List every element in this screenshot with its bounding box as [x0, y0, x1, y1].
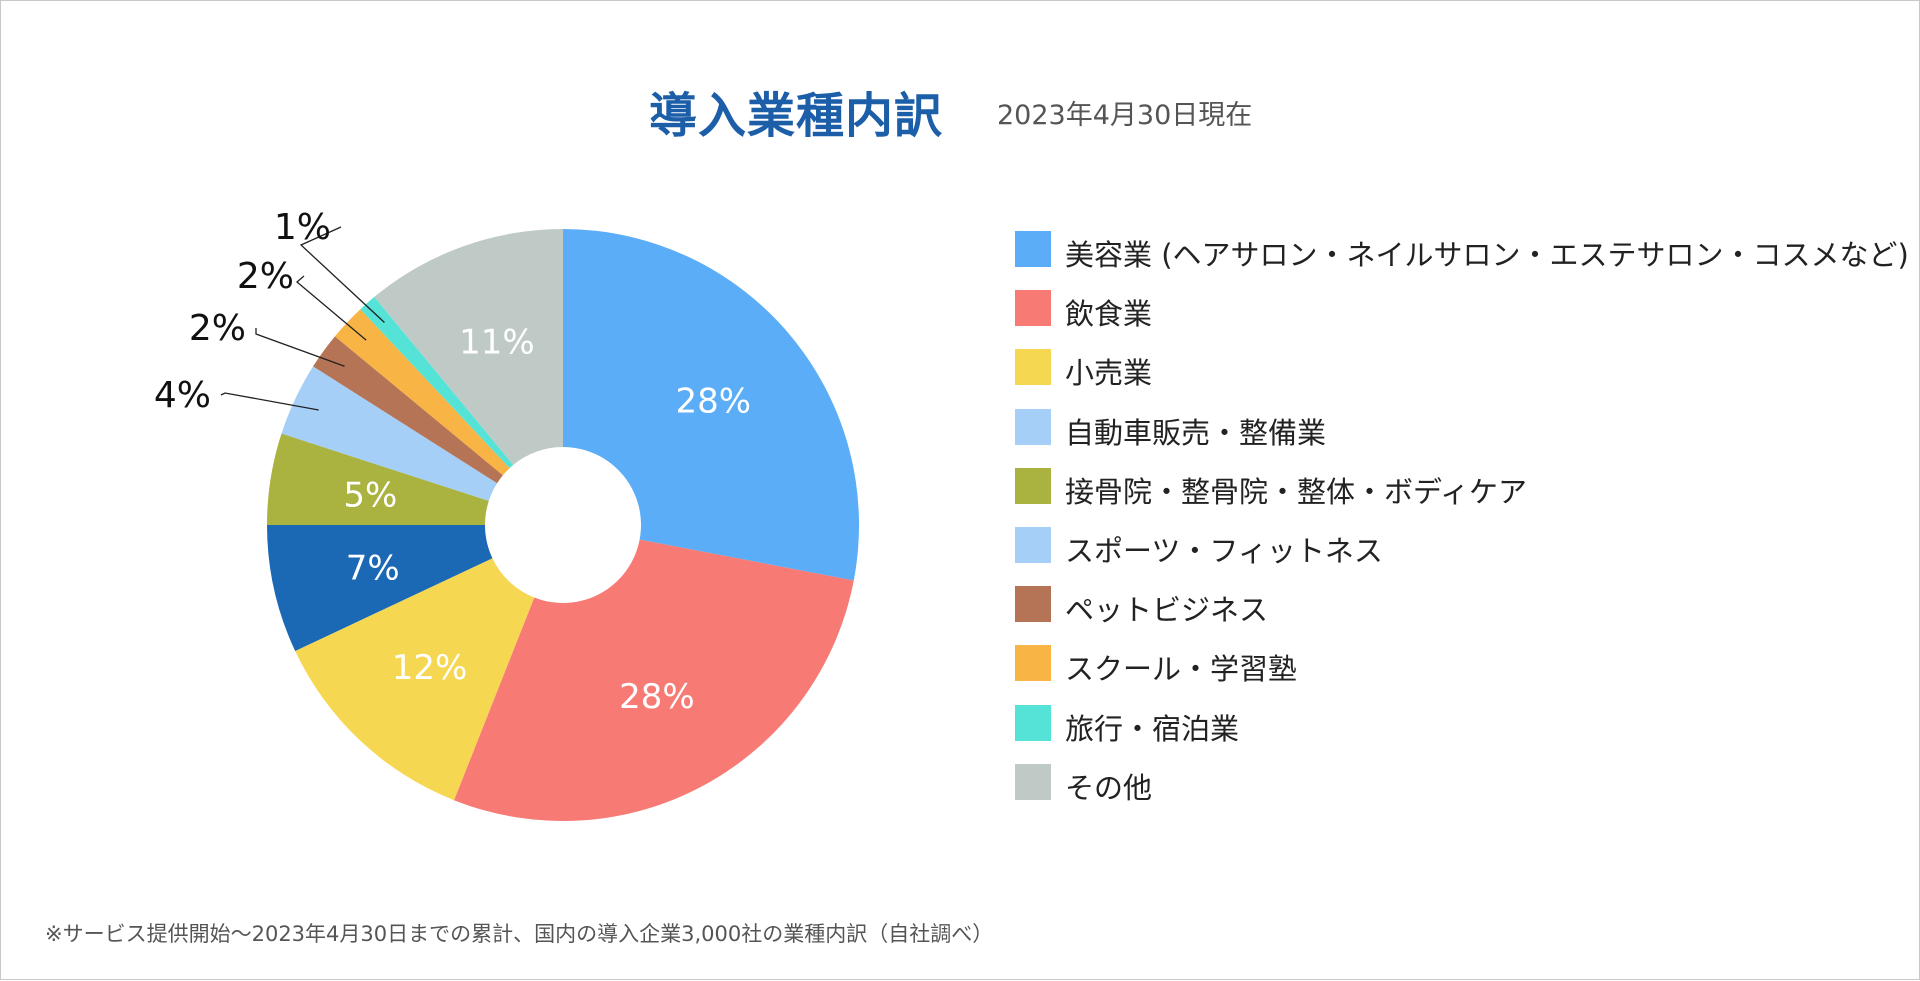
legend-label: スクール・学習塾 [1065, 652, 1298, 687]
chart-date: 2023年4月30日現在 [997, 100, 1253, 131]
callout-line [220, 392, 319, 411]
pie-slice [360, 296, 514, 469]
legend-swatch [1015, 704, 1051, 741]
pie-slice [313, 336, 503, 484]
slice-label: 4% [154, 375, 211, 416]
legend-label: 接骨院・整骨院・整体・ボディケア [1065, 474, 1527, 509]
callout-line [295, 275, 367, 341]
slice-label: 28% [619, 677, 695, 717]
callout-line [299, 226, 385, 323]
slice-label: 2% [189, 308, 246, 349]
legend-swatch [1015, 526, 1051, 563]
pie-slice [267, 433, 489, 525]
pie-slice [374, 229, 563, 465]
slice-label: 1% [274, 207, 331, 248]
legend-swatch [1015, 467, 1051, 504]
slice-label: 5% [343, 475, 397, 515]
legend-label: 美容業 (ヘアサロン・ネイルサロン・エステサロン・コスメなど) [1065, 238, 1909, 272]
footnote: ※サービス提供開始～2023年4月30日までの累計、国内の導入企業3,000社の… [45, 922, 994, 946]
legend-swatch [1015, 586, 1051, 623]
legend-label: 小売業 [1065, 356, 1153, 391]
legend-label: 旅行・宿泊業 [1065, 711, 1240, 746]
pie-slice [334, 309, 510, 476]
callout-line [255, 328, 345, 367]
legend-swatch [1015, 231, 1051, 267]
pie-slice [454, 539, 854, 822]
legend-swatch [1015, 408, 1051, 445]
pie-slice [295, 558, 535, 801]
pie-slice [267, 525, 493, 652]
legend-swatch [1015, 349, 1051, 386]
slice-label: 2% [237, 256, 294, 297]
slice-label: 7% [346, 549, 400, 589]
slice-label: 12% [392, 648, 468, 688]
legend-swatch [1015, 645, 1051, 682]
legend-label: スポーツ・フィットネス [1065, 533, 1383, 568]
chart-title: 導入業種内訳 [649, 88, 944, 144]
legend-label: 飲食業 [1065, 297, 1153, 332]
legend-label: 自動車販売・整備業 [1065, 415, 1327, 450]
legend-label: ペットビジネス [1065, 593, 1269, 628]
pie-slice [563, 229, 859, 581]
pie-slice [281, 366, 498, 501]
legend-swatch [1015, 763, 1051, 800]
legend-swatch [1015, 290, 1051, 327]
slice-label: 28% [675, 382, 751, 422]
legend-label: その他 [1065, 770, 1153, 805]
slice-label: 11% [459, 323, 535, 363]
